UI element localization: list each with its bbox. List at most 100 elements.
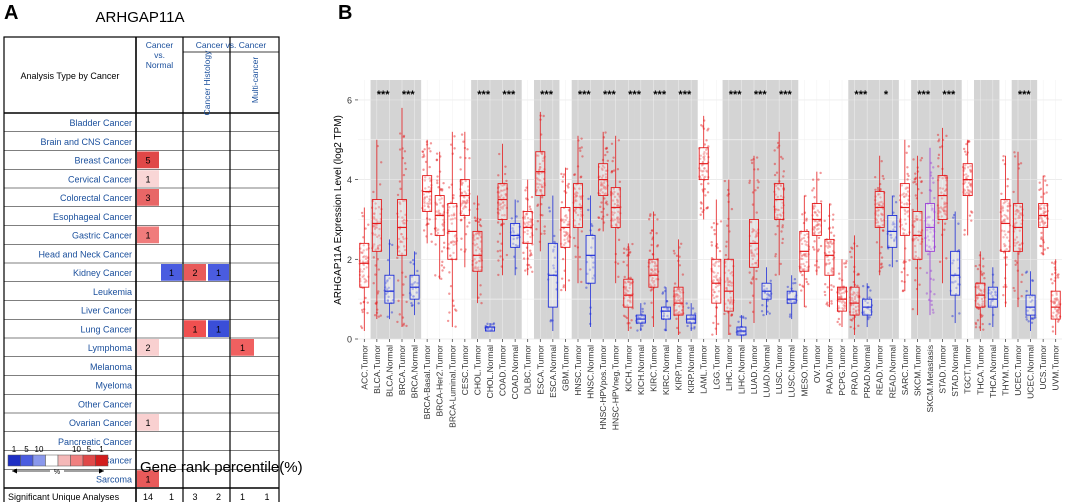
jitter-point bbox=[654, 264, 658, 267]
jitter-point bbox=[926, 215, 930, 219]
jitter-point bbox=[943, 209, 946, 212]
jitter-point bbox=[653, 262, 657, 265]
jitter-point bbox=[1052, 311, 1055, 314]
jitter-point bbox=[403, 162, 407, 165]
cancer-row-label: Sarcoma bbox=[96, 474, 132, 484]
jitter-point bbox=[978, 292, 981, 295]
jitter-point bbox=[540, 185, 543, 189]
jitter-point bbox=[428, 197, 431, 201]
jitter-point bbox=[1003, 213, 1006, 217]
jitter-point bbox=[705, 152, 708, 155]
jitter-point bbox=[839, 292, 842, 295]
jitter-point bbox=[816, 223, 819, 226]
jitter-point bbox=[1044, 179, 1047, 182]
jitter-point bbox=[970, 211, 974, 214]
jitter-point bbox=[905, 194, 908, 197]
jitter-point bbox=[391, 298, 395, 302]
jitter-point bbox=[919, 211, 922, 214]
jitter-point bbox=[674, 295, 677, 298]
jitter-point bbox=[925, 217, 929, 220]
jitter-point bbox=[981, 314, 984, 317]
jitter-point bbox=[522, 251, 525, 255]
jitter-point bbox=[673, 252, 676, 255]
jitter-point bbox=[574, 193, 577, 196]
jitter-point bbox=[843, 307, 847, 310]
box-iqr bbox=[661, 306, 671, 320]
jitter-point bbox=[565, 167, 569, 171]
jitter-point bbox=[712, 221, 716, 225]
jitter-point bbox=[905, 151, 908, 155]
jitter-point bbox=[803, 268, 806, 271]
jitter-point bbox=[862, 310, 866, 313]
jitter-point bbox=[911, 208, 914, 212]
jitter-point bbox=[496, 221, 500, 224]
jitter-point bbox=[880, 262, 883, 265]
jitter-point bbox=[854, 309, 858, 312]
jitter-point bbox=[844, 262, 848, 265]
jitter-point bbox=[547, 206, 551, 209]
jitter-point bbox=[712, 279, 715, 282]
jitter-point bbox=[817, 178, 820, 181]
jitter-point bbox=[600, 182, 603, 186]
jitter-point bbox=[360, 326, 364, 330]
box-iqr bbox=[849, 286, 860, 316]
jitter-point bbox=[641, 310, 644, 313]
jitter-point bbox=[803, 264, 807, 268]
jitter-point bbox=[423, 148, 426, 151]
jitter-point bbox=[943, 209, 946, 213]
jitter-point bbox=[742, 316, 745, 319]
jitter-point bbox=[380, 161, 383, 164]
jitter-point bbox=[755, 234, 759, 238]
jitter-point bbox=[919, 266, 922, 270]
jitter-point bbox=[850, 319, 854, 322]
jitter-point bbox=[627, 280, 630, 283]
jitter-point bbox=[536, 204, 539, 208]
heat-cell bbox=[137, 470, 159, 487]
jitter-point bbox=[769, 279, 772, 282]
jitter-point bbox=[529, 252, 533, 255]
jitter-point bbox=[913, 219, 917, 223]
jitter-point bbox=[566, 223, 569, 226]
jitter-point bbox=[580, 196, 583, 199]
jitter-point bbox=[1053, 297, 1056, 301]
jitter-point bbox=[907, 209, 910, 213]
cell-count: 1 bbox=[145, 231, 150, 241]
jitter-point bbox=[605, 147, 608, 150]
x-tick-label: LIHC.Tumor bbox=[724, 345, 734, 391]
jitter-point bbox=[374, 223, 378, 227]
jitter-point bbox=[591, 277, 594, 280]
jitter-point bbox=[1053, 262, 1056, 265]
jitter-point bbox=[839, 300, 842, 303]
jitter-point bbox=[992, 288, 995, 291]
jitter-point bbox=[434, 243, 437, 246]
jitter-point bbox=[362, 267, 366, 271]
jitter-point bbox=[803, 253, 806, 256]
jitter-point bbox=[649, 272, 652, 275]
jitter-point bbox=[877, 203, 881, 207]
jitter-point bbox=[578, 187, 581, 190]
jitter-point bbox=[448, 311, 451, 314]
jitter-point bbox=[374, 225, 377, 229]
jitter-point bbox=[626, 264, 629, 267]
jitter-point bbox=[417, 302, 420, 305]
jitter-point bbox=[776, 213, 779, 217]
jitter-point bbox=[805, 255, 808, 258]
jitter-point bbox=[601, 174, 605, 177]
jitter-point bbox=[649, 231, 652, 235]
jitter-point bbox=[631, 242, 634, 246]
jitter-point bbox=[497, 273, 500, 277]
jitter-point bbox=[752, 229, 756, 232]
jitter-point bbox=[374, 302, 377, 305]
jitter-point bbox=[560, 201, 564, 204]
jitter-point bbox=[712, 263, 715, 266]
jitter-point bbox=[932, 166, 935, 169]
jitter-point bbox=[837, 295, 840, 299]
jitter-point bbox=[606, 213, 609, 217]
jitter-point bbox=[905, 192, 908, 196]
jitter-point bbox=[1031, 279, 1034, 282]
jitter-point bbox=[1013, 222, 1016, 226]
jitter-point bbox=[794, 281, 797, 285]
x-tick-label: LGG.Tumor bbox=[711, 345, 721, 390]
jitter-point bbox=[754, 248, 757, 252]
jitter-point bbox=[753, 262, 757, 265]
